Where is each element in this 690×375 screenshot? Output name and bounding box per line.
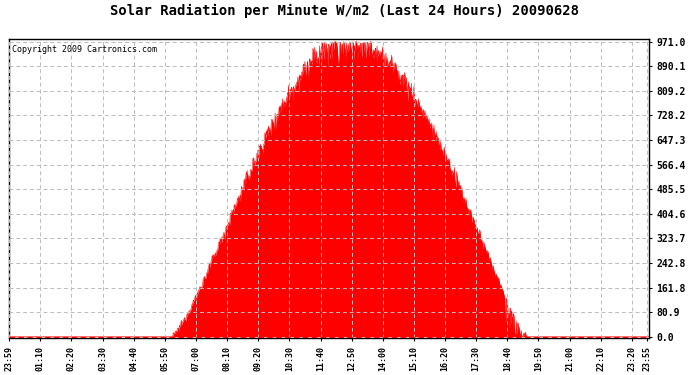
- Text: Solar Radiation per Minute W/m2 (Last 24 Hours) 20090628: Solar Radiation per Minute W/m2 (Last 24…: [110, 4, 580, 18]
- Text: Copyright 2009 Cartronics.com: Copyright 2009 Cartronics.com: [12, 45, 157, 54]
